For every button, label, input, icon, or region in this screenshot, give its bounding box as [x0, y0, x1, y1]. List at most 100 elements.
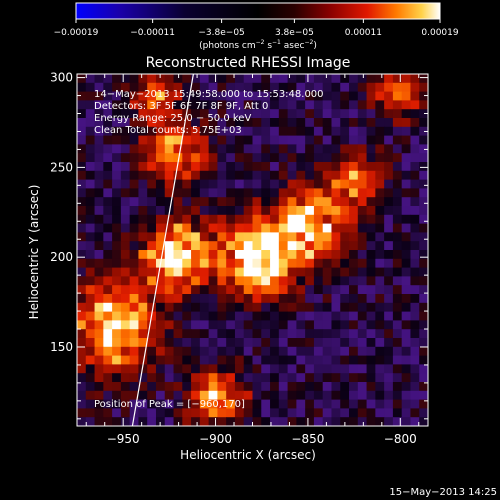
heatmap-cell	[419, 250, 428, 260]
heatmap-cell	[138, 179, 148, 189]
heatmap-cell	[155, 364, 166, 374]
heatmap-cell	[313, 126, 324, 136]
heatmap-cell	[155, 267, 166, 277]
heatmap-cell	[252, 285, 262, 295]
heatmap-cell	[191, 100, 201, 110]
heatmap-cell	[313, 408, 324, 418]
heatmap-cell	[252, 206, 262, 216]
heatmap-cell	[120, 364, 131, 374]
heatmap-cell	[173, 302, 183, 312]
heatmap-cell	[173, 267, 183, 277]
heatmap-cell	[173, 91, 183, 101]
heatmap-cell	[191, 118, 201, 128]
heatmap-cell	[182, 417, 192, 426]
heatmap-cell	[313, 382, 324, 392]
heatmap-cell	[199, 267, 210, 277]
y-axis-label: Heliocentric Y (arcsec)	[27, 185, 41, 320]
heatmap-cell	[164, 74, 174, 84]
heatmap-cell	[331, 232, 341, 242]
heatmap-cell	[305, 399, 315, 409]
heatmap-cell	[375, 223, 385, 233]
heatmap-cell	[199, 250, 210, 260]
heatmap-cell	[182, 364, 192, 374]
heatmap-cell	[270, 118, 280, 128]
heatmap-cell	[129, 338, 139, 348]
heatmap-cell	[278, 329, 289, 339]
heatmap-cell	[252, 241, 262, 251]
heatmap-cell	[199, 153, 210, 163]
heatmap-cell	[392, 126, 403, 136]
heatmap-cell	[296, 373, 306, 383]
heatmap-cell	[138, 197, 148, 207]
heatmap-cell	[191, 390, 201, 400]
heatmap-cell	[366, 179, 376, 189]
heatmap-cell	[305, 241, 315, 251]
heatmap-cell	[226, 258, 236, 268]
heatmap-cell	[349, 267, 359, 277]
heatmap-cell	[173, 329, 183, 339]
heatmap-cell	[261, 126, 271, 136]
heatmap-cell	[85, 135, 95, 145]
heatmap-cell	[77, 267, 87, 277]
heatmap-cell	[392, 408, 403, 418]
heatmap-cell	[208, 91, 218, 101]
heatmap-cell	[164, 214, 174, 224]
heatmap-cell	[138, 258, 148, 268]
heatmap-cell	[313, 91, 324, 101]
heatmap-cell	[384, 162, 394, 172]
heatmap-cell	[155, 338, 166, 348]
heatmap-cell	[366, 417, 376, 426]
heatmap-cell	[366, 82, 376, 92]
heatmap-cell	[234, 302, 245, 312]
heatmap-cell	[357, 338, 367, 348]
heatmap-cell	[94, 82, 104, 92]
heatmap-cell	[296, 91, 306, 101]
heatmap-cell	[199, 399, 210, 409]
heatmap-cell	[77, 91, 87, 101]
heatmap-cell	[147, 250, 157, 260]
heatmap-cell	[234, 276, 245, 286]
heatmap-cell	[138, 214, 148, 224]
heatmap-cell	[296, 188, 306, 198]
heatmap-cell	[401, 214, 411, 224]
heatmap-cell	[155, 144, 166, 154]
heatmap-cell	[313, 223, 324, 233]
heatmap-cell	[243, 390, 253, 400]
heatmap-cell	[375, 285, 385, 295]
heatmap-cell	[261, 294, 271, 304]
heatmap-cell	[313, 250, 324, 260]
heatmap-cell	[296, 258, 306, 268]
heatmap-cell	[112, 390, 122, 400]
heatmap-cell	[217, 206, 227, 216]
heatmap-cell	[357, 118, 367, 128]
heatmap-cell	[261, 241, 271, 251]
heatmap-cell	[252, 250, 262, 260]
heatmap-cell	[77, 276, 87, 286]
heatmap-cell	[349, 100, 359, 110]
heatmap-cell	[77, 329, 87, 339]
heatmap-cell	[234, 179, 245, 189]
heatmap-cell	[252, 382, 262, 392]
heatmap-cell	[129, 197, 139, 207]
heatmap-cell	[147, 74, 157, 84]
heatmap-cell	[296, 338, 306, 348]
heatmap-cell	[261, 223, 271, 233]
heatmap-cell	[85, 153, 95, 163]
heatmap-cell	[182, 100, 192, 110]
heatmap-cell	[410, 382, 420, 392]
heatmap-cell	[182, 355, 192, 365]
heatmap-cell	[384, 206, 394, 216]
heatmap-cell	[322, 399, 332, 409]
heatmap-cell	[191, 408, 201, 418]
heatmap-cell	[305, 232, 315, 242]
heatmap-cell	[77, 382, 87, 392]
heatmap-cell	[182, 399, 192, 409]
heatmap-cell	[103, 294, 113, 304]
heatmap-cell	[313, 276, 324, 286]
heatmap-cell	[375, 100, 385, 110]
heatmap-cell	[112, 364, 122, 374]
heatmap-cell	[331, 223, 341, 233]
heatmap-cell	[226, 91, 236, 101]
heatmap-cell	[357, 188, 367, 198]
heatmap-cell	[182, 126, 192, 136]
